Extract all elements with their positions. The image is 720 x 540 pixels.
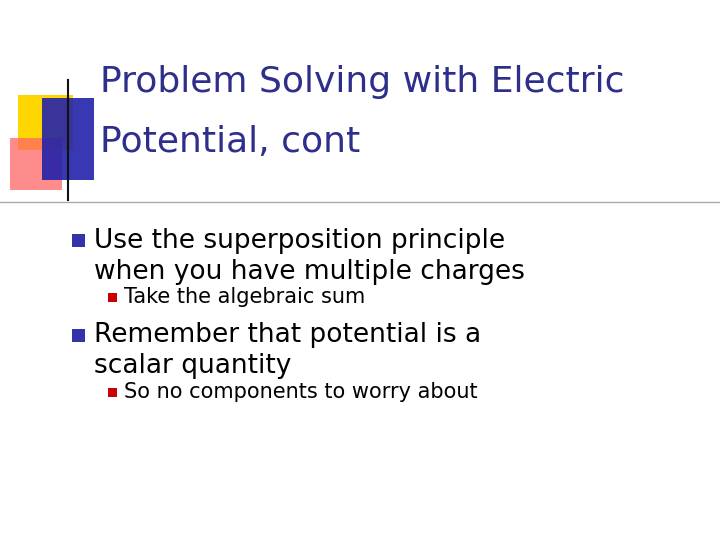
Text: Use the superposition principle: Use the superposition principle [94,228,505,254]
Bar [108,388,117,397]
Bar [108,293,117,302]
Bar [18,95,73,150]
Bar [72,329,85,342]
Text: Problem Solving with Electric: Problem Solving with Electric [100,65,624,99]
Text: when you have multiple charges: when you have multiple charges [94,259,525,285]
Bar [72,234,85,247]
Text: scalar quantity: scalar quantity [94,353,292,379]
Bar [10,138,62,190]
Bar [42,98,94,180]
Text: So no components to worry about: So no components to worry about [124,382,477,402]
Text: Remember that potential is a: Remember that potential is a [94,322,481,348]
Text: Take the algebraic sum: Take the algebraic sum [124,287,365,307]
Text: Potential, cont: Potential, cont [100,125,360,159]
